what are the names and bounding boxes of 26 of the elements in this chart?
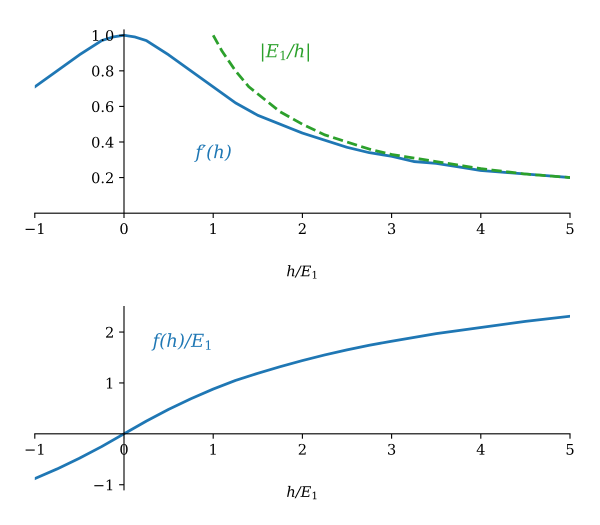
y-tick-label: 0.2 (92, 172, 113, 184)
y-tick-label: 1 (106, 378, 112, 388)
x-tick-label: −1 (26, 223, 44, 234)
x-axis-title: h/E$_{1}$ (287, 486, 316, 500)
x-tick-label: 1 (210, 444, 216, 455)
y-tick-label: 1.0 (92, 30, 114, 42)
x-tick-label: −1 (26, 444, 44, 455)
x-tick-label: 5 (566, 223, 574, 234)
y-tick-label: 0.4 (92, 136, 114, 148)
x-axis-title: h/E$_{1}$ (287, 265, 316, 278)
x-tick-label: 4 (476, 444, 485, 455)
y-tick-label: 0.8 (92, 66, 114, 77)
y-tick-label: 0.6 (92, 101, 114, 112)
x-tick-label: 2 (298, 444, 306, 455)
x-tick-label: 3 (388, 223, 396, 234)
x-tick-label: 5 (566, 444, 574, 455)
x-tick-label: 1 (210, 223, 216, 234)
x-tick-label: 3 (388, 444, 396, 455)
x-tick-label: 2 (298, 223, 306, 234)
series-label: |E$_{1}$/h| (262, 44, 309, 62)
y-tick-label: 2 (106, 326, 113, 338)
x-tick-label: 4 (476, 223, 485, 234)
text: f(h)/E$_{1}$ (151, 333, 211, 351)
x-tick-label: 0 (120, 223, 128, 234)
text: f′(h) (194, 144, 231, 162)
y-tick-label: −1 (94, 479, 112, 490)
